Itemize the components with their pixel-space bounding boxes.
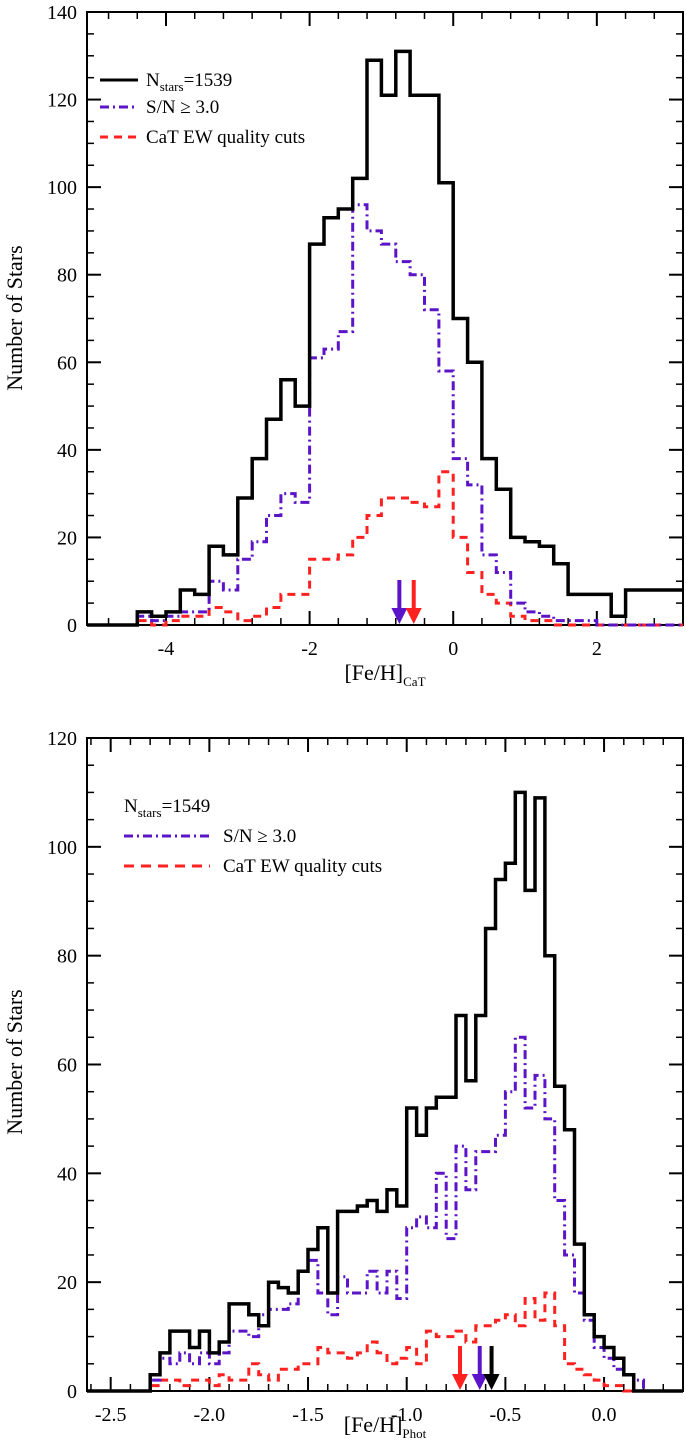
median-arrow [391, 580, 408, 624]
median-arrow [405, 580, 422, 624]
x-tick-label: -0.5 [490, 1404, 522, 1426]
y-axis-title-bottom: Number of Stars [2, 989, 27, 1134]
median-arrow [483, 1346, 500, 1390]
series-line-all [87, 49, 683, 627]
legend-label-nstars-bottom: Nstars=1549 [124, 796, 210, 820]
series-line-all [87, 790, 683, 1393]
y-tick-label: 60 [57, 352, 77, 374]
series-line-cat-ew [87, 470, 683, 627]
y-tick-label: 80 [57, 265, 77, 287]
y-tick-label: 40 [57, 440, 77, 462]
y-tick-label: 100 [47, 177, 77, 199]
legend-label-sn: S/N ≥ 3.0 [146, 97, 219, 118]
x-tick-label: -2 [301, 638, 318, 660]
x-tick-label: 0.0 [592, 1404, 617, 1426]
y-axis-title-top: Number of Stars [2, 245, 27, 390]
y-tick-label: 100 [47, 837, 77, 859]
y-tick-label: 20 [57, 1272, 77, 1294]
median-arrow [471, 1346, 488, 1390]
x-tick-label: -2.0 [194, 1404, 226, 1426]
x-tick-label: -1.0 [391, 1404, 423, 1426]
median-arrow [451, 1346, 468, 1390]
legend-bottom: Nstars=1549 S/N ≥ 3.0 CaT EW quality cut… [124, 796, 382, 877]
legend-label-sn-bottom: S/N ≥ 3.0 [223, 826, 296, 847]
y-tick-label: 40 [57, 1163, 77, 1185]
y-tick-label: 140 [47, 2, 77, 24]
legend-label-cat-bottom: CaT EW quality cuts [223, 856, 382, 877]
y-tick-label: 80 [57, 946, 77, 968]
y-tick-label: 120 [47, 90, 77, 112]
x-axis-title-top: [Fe/H]CaT [344, 660, 425, 689]
x-tick-label: -2.5 [95, 1404, 127, 1426]
series-line-cat-ew [87, 1291, 683, 1393]
y-tick-label: 20 [57, 527, 77, 549]
y-tick-label: 0 [67, 615, 77, 637]
panel-top: 0 20 40 60 80 100 120 140 -4 -2 0 2 Nstars=1539 S/… [2, 2, 684, 689]
x-tick-label: -1.5 [292, 1404, 324, 1426]
x-axis-title-bottom: [Fe/H]Phot [344, 1412, 427, 1441]
legend-top: Nstars=1539 S/N ≥ 3.0 CaT EW quality cut… [100, 70, 305, 148]
legend-label-all: Nstars=1539 [146, 70, 232, 94]
y-tick-label: 0 [67, 1381, 77, 1403]
y-tick-label: 120 [47, 728, 77, 750]
y-tick-label: 60 [57, 1055, 77, 1077]
series-line-sn [87, 203, 683, 627]
legend-label-cat: CaT EW quality cuts [146, 127, 305, 148]
x-tick-label: -4 [158, 638, 175, 660]
x-tick-label: 0 [448, 638, 458, 660]
x-tick-label: 2 [592, 638, 602, 660]
